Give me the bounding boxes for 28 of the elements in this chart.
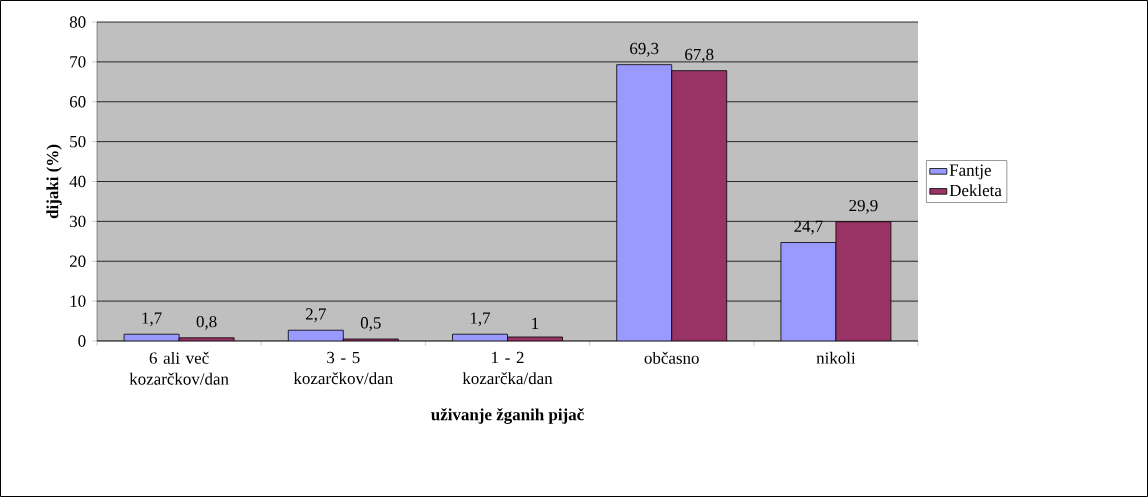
data-label: 2,7 [305,308,326,323]
data-label: 24,7 [794,220,823,235]
y-tick-label: 20 [69,255,86,267]
y-tick-label: 60 [69,96,86,108]
data-label: 1 [532,317,539,329]
legend-label: Dekleta [949,184,1002,197]
y-axis-title: dijaki (%) [46,144,62,219]
y-tick-label: 80 [69,16,86,28]
y-tick-label: 50 [70,135,86,148]
x-tick-label: 1 - 2 kozarčka/dan [462,351,553,385]
x-tick-label: 3 - 5 kozarčkov/dan [293,351,393,385]
data-label: 67,8 [685,48,714,63]
data-label: 69,3 [630,42,659,57]
y-tick-label: 70 [70,56,86,68]
y-tick-label: 0 [78,335,86,347]
data-label: 1,7 [142,312,162,327]
data-label: 1,7 [470,312,491,327]
y-tick-label: 10 [70,295,86,307]
x-tick-label: 6 ali več kozarčkov/dan [129,351,229,385]
data-label: 0,8 [196,315,217,330]
y-tick-label: 40 [69,175,86,188]
data-label: 29,9 [849,199,878,214]
x-tick-label: občasno [644,351,699,364]
x-tick-label: nikoli [816,351,856,364]
x-axis-title: uživanje žganih pijač [431,408,584,424]
legend-label: Fantje [949,164,991,180]
y-tick-label: 30 [70,215,86,228]
data-label: 0,5 [360,317,381,331]
